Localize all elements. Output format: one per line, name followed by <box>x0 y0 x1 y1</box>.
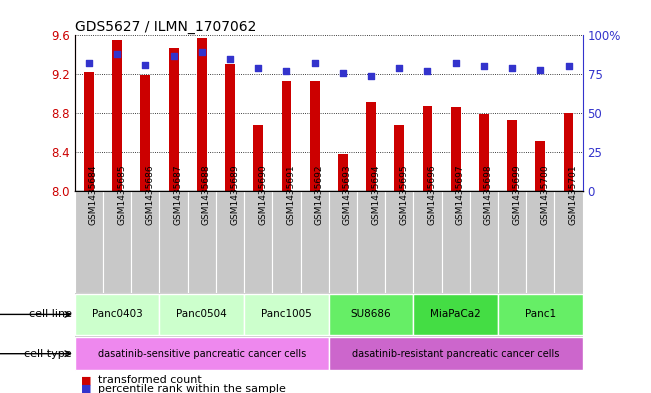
Bar <box>216 191 244 293</box>
Text: GSM1435691: GSM1435691 <box>286 164 296 225</box>
Text: ■: ■ <box>81 375 92 386</box>
Bar <box>84 72 94 191</box>
Text: SU8686: SU8686 <box>351 309 391 320</box>
Text: GSM1435697: GSM1435697 <box>456 164 465 225</box>
Bar <box>159 294 244 335</box>
Bar <box>441 191 470 293</box>
Bar <box>281 81 292 191</box>
Text: dasatinib-sensitive pancreatic cancer cells: dasatinib-sensitive pancreatic cancer ce… <box>98 349 306 359</box>
Bar <box>338 154 348 191</box>
Bar <box>498 294 583 335</box>
Point <box>338 70 348 76</box>
Bar <box>187 191 216 293</box>
Text: GSM1435700: GSM1435700 <box>540 164 549 225</box>
Point <box>112 51 122 57</box>
Point <box>450 60 461 66</box>
Point <box>197 49 207 55</box>
Text: GSM1435693: GSM1435693 <box>343 164 352 225</box>
Text: cell type: cell type <box>24 349 72 359</box>
Bar <box>329 337 583 370</box>
Text: dasatinib-resistant pancreatic cancer cells: dasatinib-resistant pancreatic cancer ce… <box>352 349 559 359</box>
Bar <box>272 191 301 293</box>
Bar <box>329 294 413 335</box>
Text: transformed count: transformed count <box>98 375 201 386</box>
Bar <box>103 191 132 293</box>
Text: GSM1435688: GSM1435688 <box>202 164 211 225</box>
Text: Panc1005: Panc1005 <box>261 309 312 320</box>
Point <box>535 66 546 73</box>
Point <box>253 65 264 71</box>
Bar <box>112 40 122 191</box>
Bar <box>564 113 574 191</box>
Text: Panc0403: Panc0403 <box>92 309 143 320</box>
Bar <box>169 48 178 191</box>
Bar <box>479 114 489 191</box>
Text: GSM1435685: GSM1435685 <box>117 164 126 225</box>
Bar <box>310 81 320 191</box>
Point <box>309 60 320 66</box>
Text: GDS5627 / ILMN_1707062: GDS5627 / ILMN_1707062 <box>75 20 256 34</box>
Bar <box>498 191 526 293</box>
Point <box>169 52 179 59</box>
Text: GSM1435694: GSM1435694 <box>371 164 380 225</box>
Point <box>394 65 404 71</box>
Bar <box>555 191 583 293</box>
Point <box>140 62 150 68</box>
Text: Panc1: Panc1 <box>525 309 556 320</box>
Text: Panc0504: Panc0504 <box>176 309 227 320</box>
Bar <box>422 106 432 191</box>
Point <box>225 55 235 62</box>
Bar <box>141 75 150 191</box>
Text: MiaPaCa2: MiaPaCa2 <box>430 309 481 320</box>
Bar <box>75 191 103 293</box>
Bar <box>413 191 441 293</box>
Bar <box>329 191 357 293</box>
Bar <box>159 191 187 293</box>
Point <box>422 68 433 74</box>
Text: ■: ■ <box>81 384 92 393</box>
Bar <box>225 64 235 191</box>
Text: GSM1435690: GSM1435690 <box>258 164 267 225</box>
Bar <box>357 191 385 293</box>
Point <box>84 60 94 66</box>
Text: GSM1435692: GSM1435692 <box>314 164 324 225</box>
Bar <box>132 191 159 293</box>
Bar <box>470 191 498 293</box>
Bar <box>75 294 159 335</box>
Bar <box>253 125 263 191</box>
Bar <box>526 191 555 293</box>
Text: GSM1435699: GSM1435699 <box>512 164 521 225</box>
Bar <box>385 191 413 293</box>
Point <box>281 68 292 74</box>
Text: GSM1435696: GSM1435696 <box>428 164 436 225</box>
Bar <box>507 120 517 191</box>
Text: GSM1435687: GSM1435687 <box>174 164 182 225</box>
Text: GSM1435695: GSM1435695 <box>399 164 408 225</box>
Point <box>366 73 376 79</box>
Point <box>478 63 489 70</box>
Point <box>563 63 574 70</box>
Bar <box>197 38 207 191</box>
Text: GSM1435701: GSM1435701 <box>568 164 577 225</box>
Text: GSM1435686: GSM1435686 <box>145 164 154 225</box>
Point <box>507 65 518 71</box>
Text: cell line: cell line <box>29 309 72 320</box>
Bar <box>450 107 461 191</box>
Bar <box>395 125 404 191</box>
Text: GSM1435684: GSM1435684 <box>89 164 98 225</box>
Bar <box>413 294 498 335</box>
Bar <box>244 294 329 335</box>
Text: GSM1435689: GSM1435689 <box>230 164 239 225</box>
Bar <box>75 337 329 370</box>
Bar <box>301 191 329 293</box>
Bar <box>244 191 272 293</box>
Bar <box>366 102 376 191</box>
Text: GSM1435698: GSM1435698 <box>484 164 493 225</box>
Text: percentile rank within the sample: percentile rank within the sample <box>98 384 286 393</box>
Bar <box>535 141 546 191</box>
